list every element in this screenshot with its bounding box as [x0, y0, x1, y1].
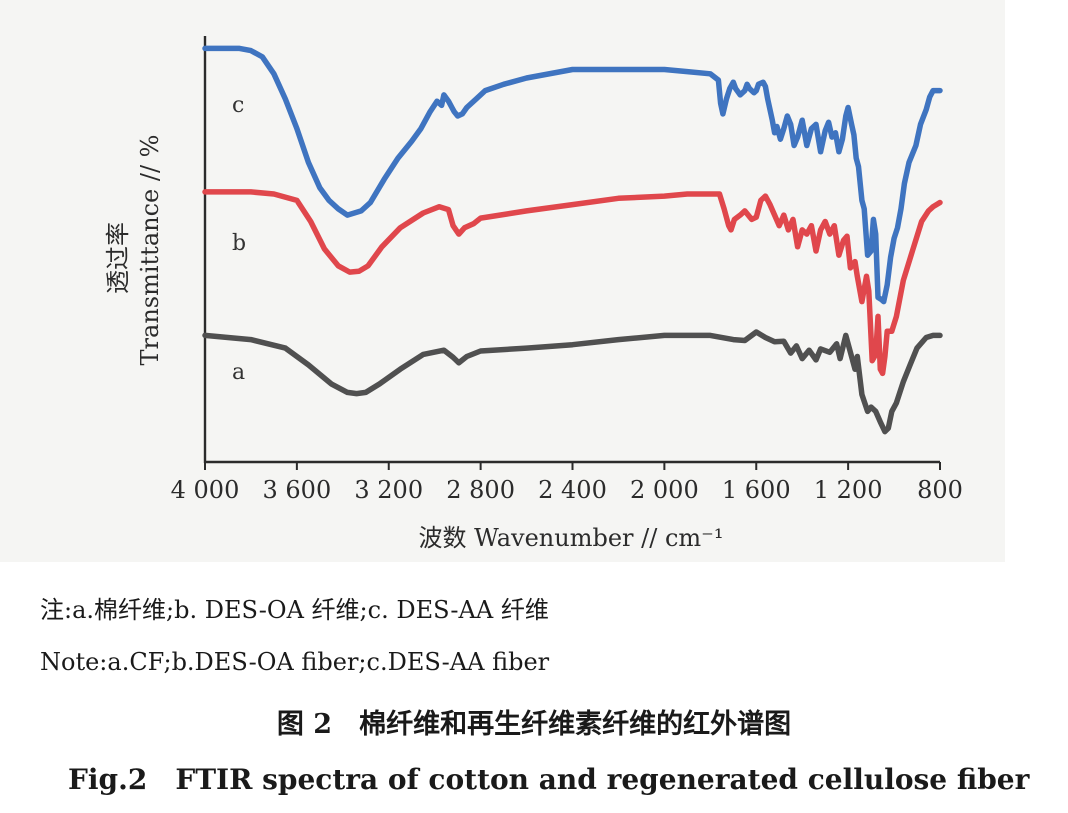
x-tick-label: 3 600	[263, 476, 332, 504]
axes	[203, 36, 940, 464]
note-chinese: 注:a.棉纤维;b. DES-OA 纤维;c. DES-AA 纤维	[40, 596, 549, 624]
figure-caption-chinese: 图 2 棉纤维和再生纤维素纤维的红外谱图	[276, 709, 792, 740]
x-tick-label: 1 600	[722, 476, 791, 504]
series-group	[202, 45, 943, 435]
x-tick-label: 2 000	[630, 476, 699, 504]
series-line-c	[202, 45, 943, 305]
x-axis-title: 波数 Wavenumber // cm⁻¹	[419, 524, 724, 552]
y-axis-title: 透过率 Transmittance // %	[104, 135, 164, 366]
series-label-b: b	[232, 231, 246, 256]
x-tick-label: 2 400	[538, 476, 607, 504]
series-line-b	[202, 189, 943, 377]
series-line-a	[202, 329, 943, 435]
series-label-a: a	[232, 360, 245, 385]
figure-caption-english: Fig.2 FTIR spectra of cotton and regener…	[68, 763, 1030, 796]
y-axis-title-en: Transmittance // %	[136, 135, 164, 366]
y-axis-title-cn: 透过率	[104, 222, 132, 294]
x-tick-label: 1 200	[814, 476, 883, 504]
x-tick-label: 800	[917, 476, 963, 504]
x-tick-label: 2 800	[446, 476, 515, 504]
note-english: Note:a.CF;b.DES-OA fiber;c.DES-AA fiber	[40, 648, 550, 676]
x-tick-label: 4 000	[171, 476, 240, 504]
chart-panel	[0, 0, 1005, 562]
ftir-chart: 4 000 3 600 3 200 2 800 2 400 2 000 1 600 1 200…	[104, 36, 963, 552]
x-tick-label: 3 200	[354, 476, 423, 504]
series-label-c: c	[232, 93, 244, 118]
x-ticks: 4 000 3 600 3 200 2 800 2 400 2 000 1 600 1 200…	[171, 462, 963, 504]
